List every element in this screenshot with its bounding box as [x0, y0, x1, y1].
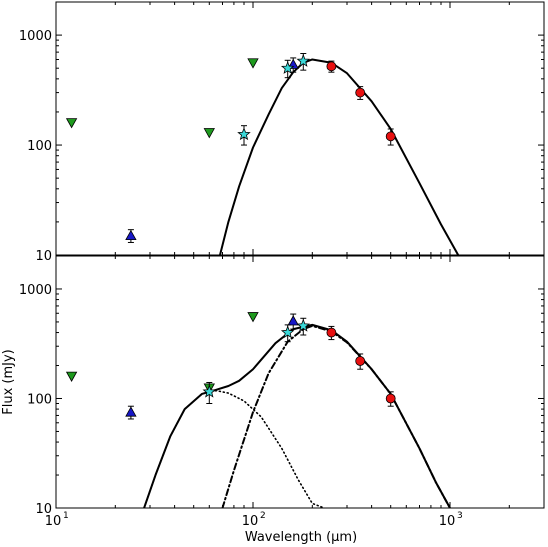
model-curve-solid — [143, 323, 452, 508]
data-point-star — [237, 127, 251, 141]
data-point-circle — [385, 393, 396, 404]
data-point-triangle-down — [65, 371, 78, 382]
data-point-circle — [355, 87, 366, 98]
plot-frame — [55, 1, 545, 256]
y-tick-label: 10 — [35, 249, 52, 264]
data-point-star — [296, 318, 311, 332]
y-tick-label: 100 — [27, 392, 52, 407]
model-curve-dotted — [143, 389, 326, 508]
data-point-circle — [326, 327, 337, 338]
x-tick-label: 10 — [242, 514, 259, 529]
model-curves — [219, 58, 460, 255]
x-tick-exponent: 3 — [457, 511, 463, 521]
model-curve-dashdot — [221, 324, 452, 508]
data-point-triangle-up — [125, 229, 137, 241]
x-tick-exponent: 1 — [63, 511, 69, 521]
data-point-star — [296, 54, 311, 67]
data-point-circle — [326, 61, 337, 72]
x-axis-label: Wavelength (μm) — [245, 530, 357, 545]
data-point-star — [280, 325, 295, 339]
data-point-circle — [355, 356, 366, 366]
y-tick-label: 100 — [27, 139, 52, 154]
data-point-triangle-down — [65, 118, 78, 129]
top-panel: 10 100 1000 — [19, 1, 545, 264]
data-points — [65, 312, 396, 420]
data-point-star — [280, 61, 295, 74]
data-point-triangle-down — [247, 58, 259, 69]
model-curve-solid — [219, 58, 460, 255]
x-tick-label: 10 — [439, 514, 456, 529]
axis-ticks — [55, 255, 545, 509]
x-tick-exponent: 2 — [260, 511, 266, 521]
data-point-triangle-down — [203, 128, 215, 139]
model-curves — [143, 323, 452, 508]
data-point-star — [202, 384, 217, 398]
data-point-triangle-up — [125, 406, 137, 417]
y-tick-label: 1000 — [19, 29, 52, 44]
x-tick-label: 10 — [45, 514, 62, 529]
y-tick-label: 10 — [35, 502, 52, 517]
y-tick-label: 1000 — [19, 283, 52, 298]
axis-ticks — [55, 1, 545, 256]
data-points — [65, 53, 396, 243]
y-axis-label: Flux (mJy) — [1, 349, 16, 415]
data-point-triangle-up — [287, 315, 299, 326]
data-point-circle — [385, 131, 396, 142]
data-point-triangle-down — [247, 312, 259, 323]
plot-frame — [55, 255, 545, 509]
